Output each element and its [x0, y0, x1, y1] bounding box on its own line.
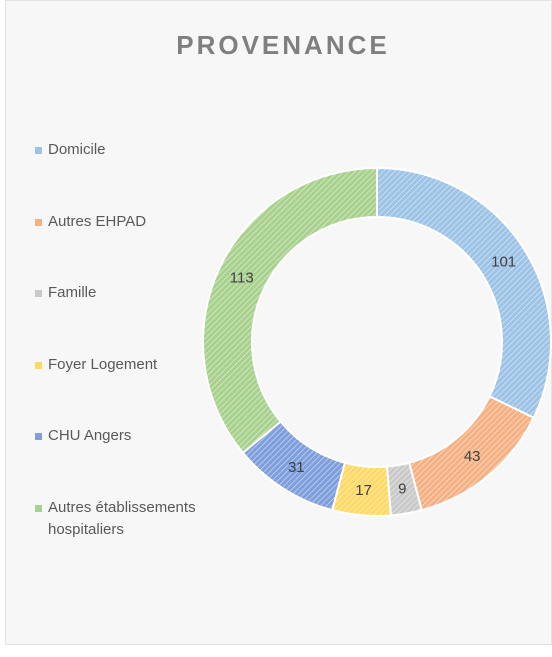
data-label: 17 [355, 482, 372, 499]
data-label: 113 [230, 269, 254, 286]
legend-item: Domicile [33, 139, 233, 161]
legend-label: Famille [48, 284, 97, 301]
data-label: 43 [464, 448, 481, 465]
chart-area [5, 0, 552, 645]
legend-swatch [35, 504, 42, 512]
donut-slice [202, 166, 378, 455]
legend-item: Foyer Logement [33, 354, 233, 376]
legend-swatch [35, 290, 42, 297]
legend-item: Famille [33, 282, 233, 304]
legend-swatch [35, 433, 42, 440]
data-label: 9 [398, 480, 406, 497]
legend-label: Autres EHPAD [48, 212, 147, 230]
legend-label: CHU Angers [48, 427, 132, 444]
legend-item: CHU Angers [33, 425, 233, 447]
chart-title: PROVENANCE [176, 30, 389, 60]
donut-slice [376, 166, 552, 420]
data-label: 101 [491, 254, 516, 271]
legend-swatch [35, 147, 42, 154]
legend-label: Foyer Logement [48, 355, 158, 373]
legend-label: Domicile [48, 141, 106, 158]
legend-swatch [35, 361, 42, 369]
legend-label: Autres établissements hospitaliers [48, 498, 196, 538]
data-label: 31 [288, 459, 305, 476]
legend-item: Autres EHPAD [33, 211, 233, 233]
legend-swatch [35, 218, 42, 226]
legend-item: Autres établissements hospitaliers [33, 497, 233, 541]
